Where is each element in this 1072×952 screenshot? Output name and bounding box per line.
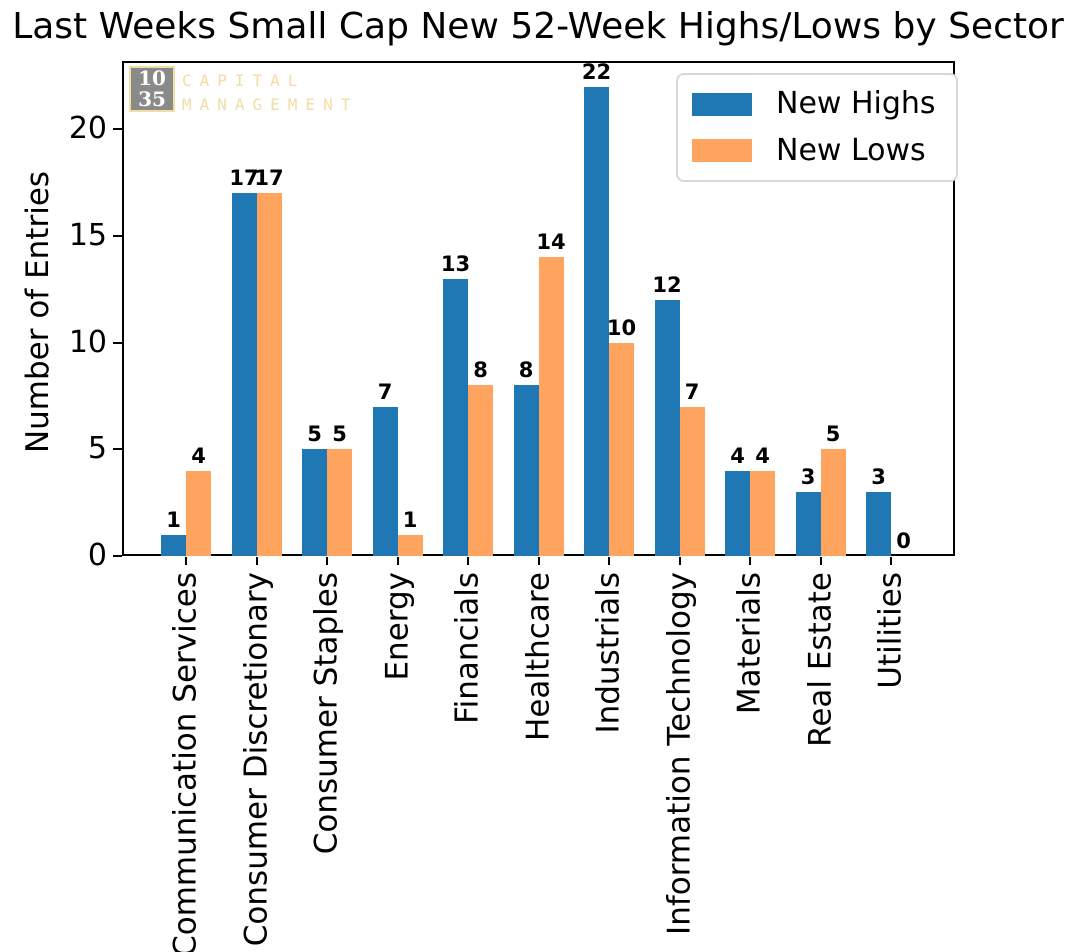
bar-new-lows [820,449,846,556]
y-tick-mark [113,448,122,451]
watermark-number-box: 10 35 [129,66,175,112]
x-tick-mark [326,557,328,565]
bar-new-highs [443,278,468,556]
bar-value-label: 7 [377,379,393,404]
bar-new-highs [866,491,891,556]
x-tick-mark [819,557,822,565]
bar-new-highs [725,470,750,556]
legend-item: New Highs [692,86,936,122]
x-tick-label: Industrials [590,572,627,734]
x-tick-mark [185,557,187,565]
legend-item: New Lows [692,132,936,169]
y-tick-mark [113,555,122,557]
bar-new-highs [231,193,257,556]
watermark-number-top: 10 [138,66,166,90]
bar-value-label: 10 [606,315,637,340]
x-tick-label: Information Technology [661,572,697,935]
y-tick-mark [113,128,122,131]
y-tick-label: 20 [68,111,107,147]
watermark-name: CAPITAL MANAGEMENT [182,66,358,117]
bar-new-highs [584,86,609,556]
x-tick-mark [396,557,399,565]
legend-swatch-new-highs [692,92,752,116]
bar-new-highs [302,449,327,556]
y-tick-label: 10 [68,324,107,360]
bar-value-label: 8 [473,358,488,383]
y-axis-label: Number of Entries [20,170,56,454]
bar-value-label: 17 [254,166,284,191]
bar-value-label: 5 [307,422,322,447]
x-tick-mark [467,557,469,565]
bar-value-label: 0 [896,529,911,553]
y-tick-label: 15 [68,217,107,253]
y-tick-label: 5 [87,431,107,467]
bar-new-lows [468,385,493,556]
bar-value-label: 5 [825,422,841,447]
bar-new-highs [513,385,539,556]
x-tick-label: Communication Services [167,572,204,952]
bar-value-label: 22 [581,59,612,84]
bar-new-lows [186,470,211,556]
bar-value-label: 7 [684,379,700,404]
x-tick-label: Financials [449,572,486,724]
bar-new-lows [609,342,634,556]
bar-new-lows [397,534,423,556]
watermark-name-line2: MANAGEMENT [182,95,359,114]
bar-value-label: 3 [800,464,816,489]
bar-value-label: 8 [518,358,534,383]
x-tick-mark [608,557,610,565]
bar-value-label: 12 [652,272,682,297]
y-tick-mark [113,234,122,237]
bar-new-lows [538,257,564,556]
chart-title: Last Weeks Small Cap New 52-Week Highs/L… [12,6,1064,47]
x-tick-label: Consumer Discretionary [238,572,274,947]
bar-new-highs [161,534,186,556]
bar-value-label: 4 [730,443,745,468]
bar-new-lows [256,193,282,556]
x-tick-label: Healthcare [520,572,556,741]
bar-value-label: 1 [166,507,181,532]
bar-value-label: 17 [229,166,259,191]
bar-value-label: 14 [536,230,566,255]
bar-new-highs [654,299,680,556]
x-tick-mark [537,557,540,565]
bar-value-label: 1 [402,507,418,532]
legend: New Highs New Lows [676,73,958,182]
bar-value-label: 13 [440,251,471,276]
watermark-name-line1: CAPITAL [182,71,306,90]
bar-new-lows [679,406,705,556]
x-tick-mark [890,557,892,565]
bar-value-label: 5 [332,422,347,447]
legend-label: New Lows [776,132,926,168]
x-tick-mark [678,557,681,565]
legend-label: New Highs [776,86,936,121]
bar-new-lows [750,470,775,556]
watermark-logo: 10 35 CAPITAL MANAGEMENT [129,66,358,117]
x-tick-label: Materials [731,572,768,715]
bar-value-label: 4 [191,443,206,468]
y-tick-mark [113,341,122,344]
x-tick-mark [749,557,751,565]
y-tick-label: 0 [87,538,107,573]
x-tick-mark [255,557,258,565]
x-tick-label: Real Estate [802,572,838,747]
bar-value-label: 4 [755,443,770,468]
bar-new-highs [372,406,398,556]
legend-swatch-new-lows [692,139,752,163]
x-tick-label: Consumer Staples [308,572,345,855]
x-tick-label: Energy [379,572,415,681]
x-tick-label: Utilities [872,572,909,689]
bar-new-lows [327,449,352,556]
bar-value-label: 3 [871,464,886,489]
bar-new-highs [795,491,821,556]
watermark-number-bottom: 35 [138,87,166,111]
